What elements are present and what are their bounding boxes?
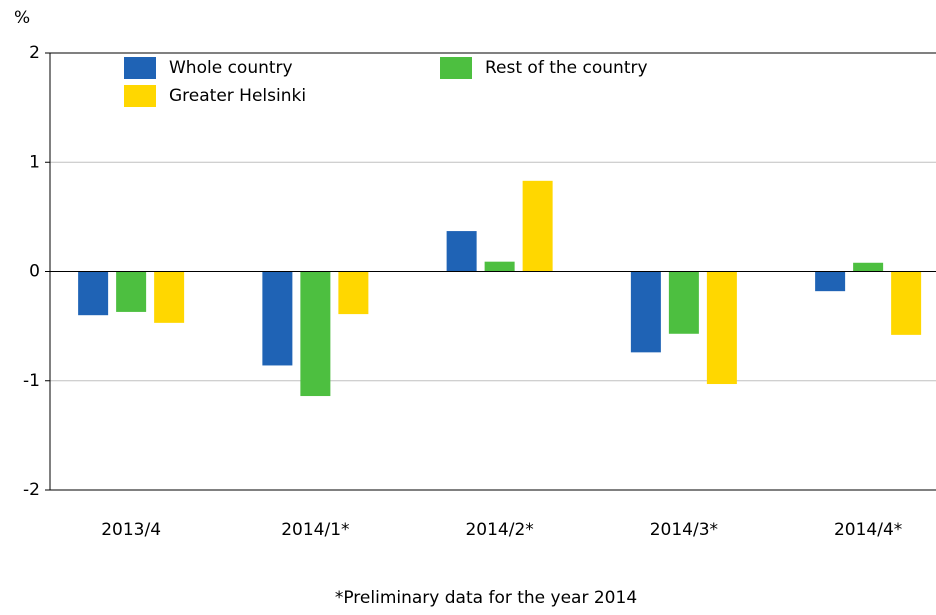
x-tick-label: 2014/1*: [281, 520, 349, 540]
y-tick-label: 2: [29, 43, 40, 63]
legend-label: Greater Helsinki: [169, 86, 306, 106]
y-tick-label: 1: [29, 152, 40, 172]
bar: [891, 271, 922, 335]
bar: [446, 231, 477, 272]
bar: [815, 271, 846, 292]
y-tick-label: -1: [23, 371, 40, 391]
bar: [78, 271, 109, 316]
y-tick-label: 0: [29, 262, 40, 282]
x-tick-label: 2014/2*: [465, 520, 533, 540]
y-tick-label: -2: [23, 480, 40, 500]
bar: [522, 180, 553, 272]
bar: [262, 271, 293, 366]
x-tick-label: 2014/3*: [650, 520, 718, 540]
bar: [300, 271, 331, 397]
y-axis-label: %: [14, 8, 30, 28]
x-tick-label: 2013/4: [101, 520, 161, 540]
bar: [630, 271, 661, 353]
bar: [338, 271, 369, 315]
bar: [853, 262, 884, 272]
legend-swatch: [124, 85, 156, 107]
legend-label: Whole country: [169, 58, 293, 78]
bar: [668, 271, 699, 334]
legend-swatch: [440, 57, 472, 79]
legend-box: [60, 54, 705, 114]
legend-label: Rest of the country: [485, 58, 648, 78]
legend-swatch: [124, 57, 156, 79]
x-tick-label: 2014/4*: [834, 520, 902, 540]
bar: [706, 271, 737, 385]
bar: [116, 271, 147, 312]
footnote: *Preliminary data for the year 2014: [335, 588, 637, 608]
bar: [484, 261, 515, 272]
bar: [154, 271, 185, 323]
